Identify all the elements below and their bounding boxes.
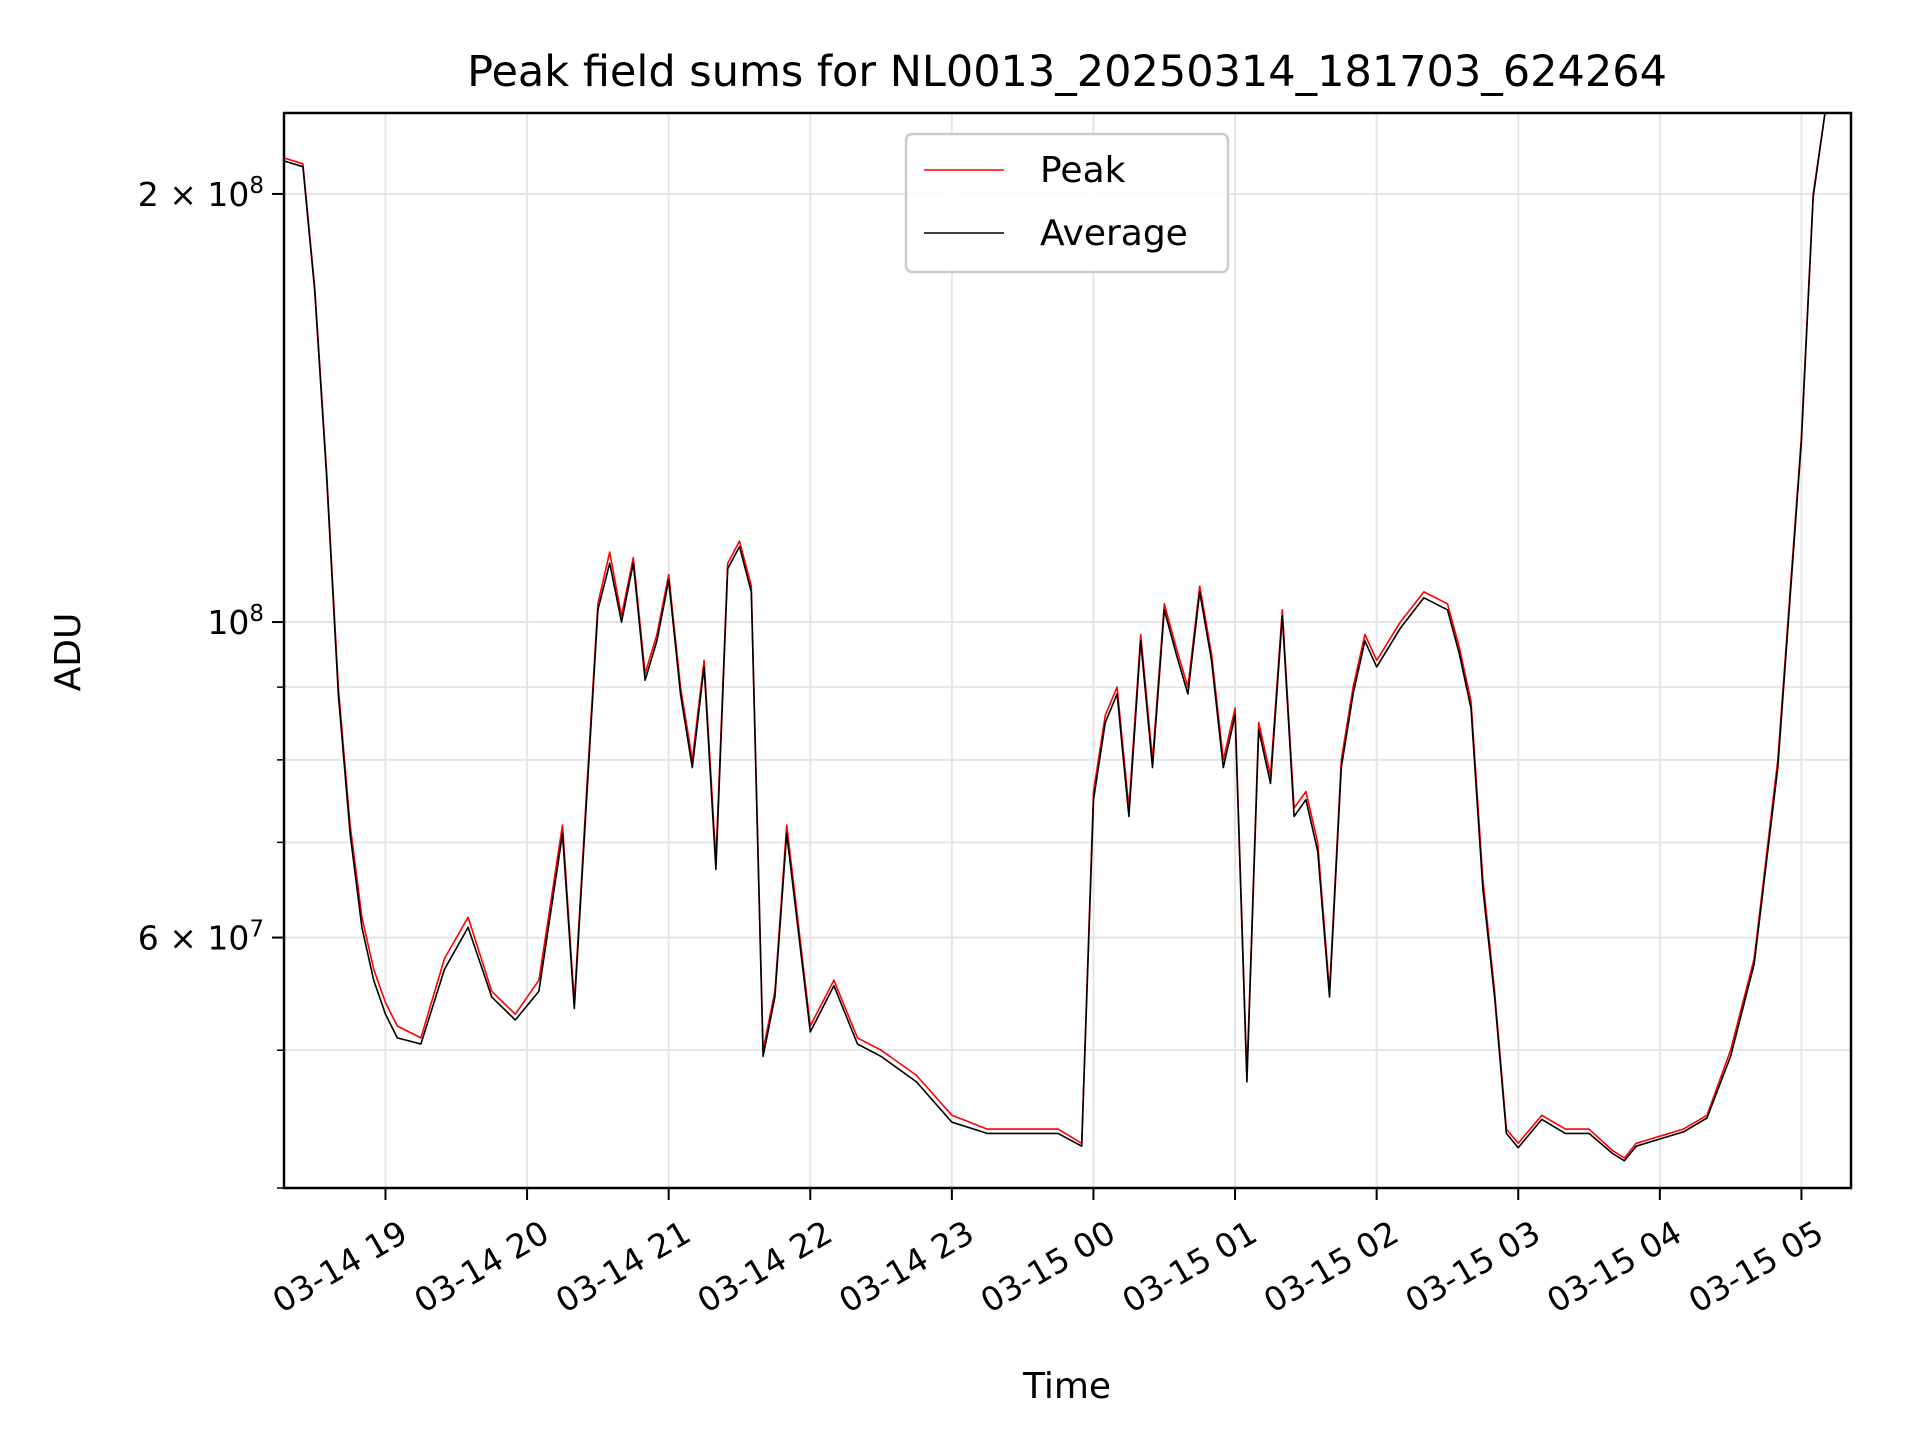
legend-label-peak: Peak	[1040, 150, 1126, 191]
legend: Peak Average	[904, 132, 1230, 274]
y-tick-label: 108	[207, 601, 264, 642]
legend-label-average: Average	[1040, 213, 1188, 254]
chart-title: Peak field sums for NL0013_20250314_1817…	[467, 47, 1667, 97]
y-tick-label: 2 × 108	[138, 173, 264, 214]
axes-frame	[282, 111, 1853, 1190]
y-axis: 2 × 108 108 6 × 107	[138, 173, 284, 1189]
plot-area	[284, 113, 1826, 1162]
x-axis-label: Time	[1022, 1366, 1111, 1407]
series-line-average	[284, 113, 1826, 1162]
legend-box	[904, 132, 1230, 274]
y-axis-label: ADU	[48, 613, 89, 692]
y-tick-label: 6 × 107	[138, 917, 264, 958]
grid	[284, 113, 1851, 1189]
series-line-peak	[284, 113, 1826, 1159]
